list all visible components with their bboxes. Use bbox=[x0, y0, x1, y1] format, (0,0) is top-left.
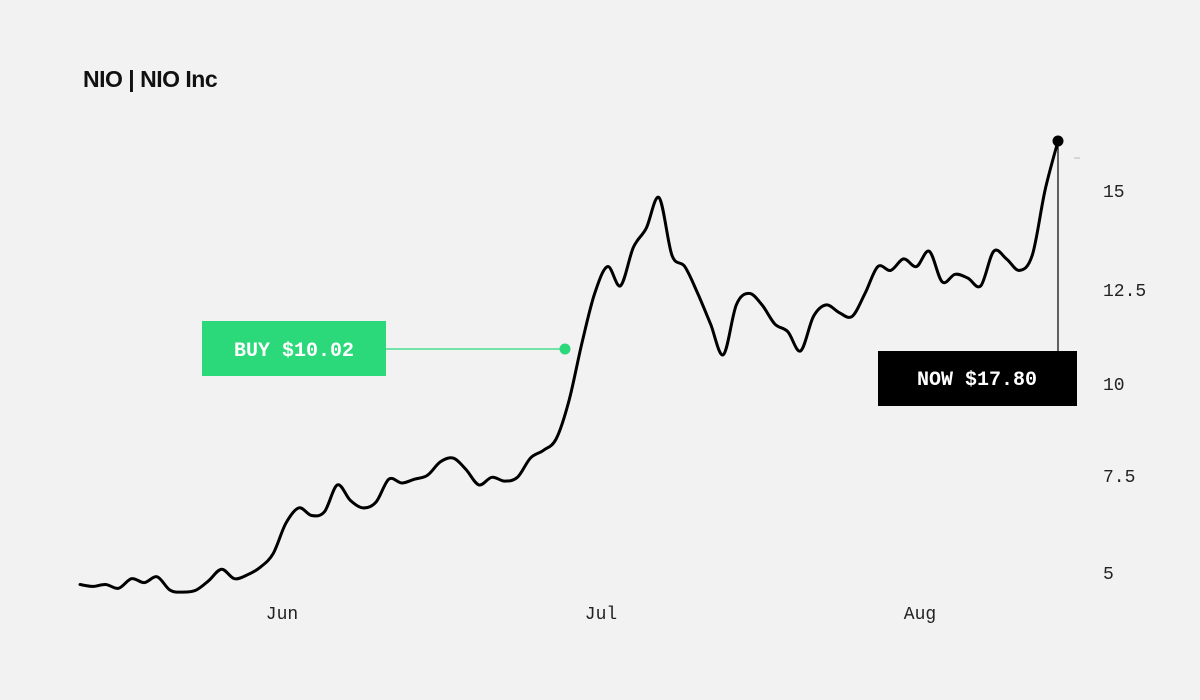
now-point-marker bbox=[1052, 135, 1064, 147]
y-tick-label: 12.5 bbox=[1103, 282, 1146, 302]
price-line-series bbox=[78, 139, 1060, 594]
buy-label-box bbox=[202, 321, 386, 376]
now-label-box bbox=[878, 351, 1077, 406]
y-tick-label: 15 bbox=[1103, 183, 1125, 203]
y-tick-label: 10 bbox=[1103, 376, 1125, 396]
buy-point-marker bbox=[559, 343, 571, 355]
chart-title: NIO | NIO Inc bbox=[83, 66, 218, 92]
x-tick-label: Jun bbox=[266, 605, 298, 625]
x-tick-label: Jul bbox=[585, 605, 617, 625]
buy-label-text: BUY $10.02 bbox=[234, 340, 354, 363]
now-label-text: NOW $17.80 bbox=[917, 369, 1037, 392]
x-tick-label: Aug bbox=[904, 605, 936, 625]
y-tick-label: 7.5 bbox=[1103, 468, 1135, 488]
y-tick-label: 5 bbox=[1103, 565, 1114, 585]
